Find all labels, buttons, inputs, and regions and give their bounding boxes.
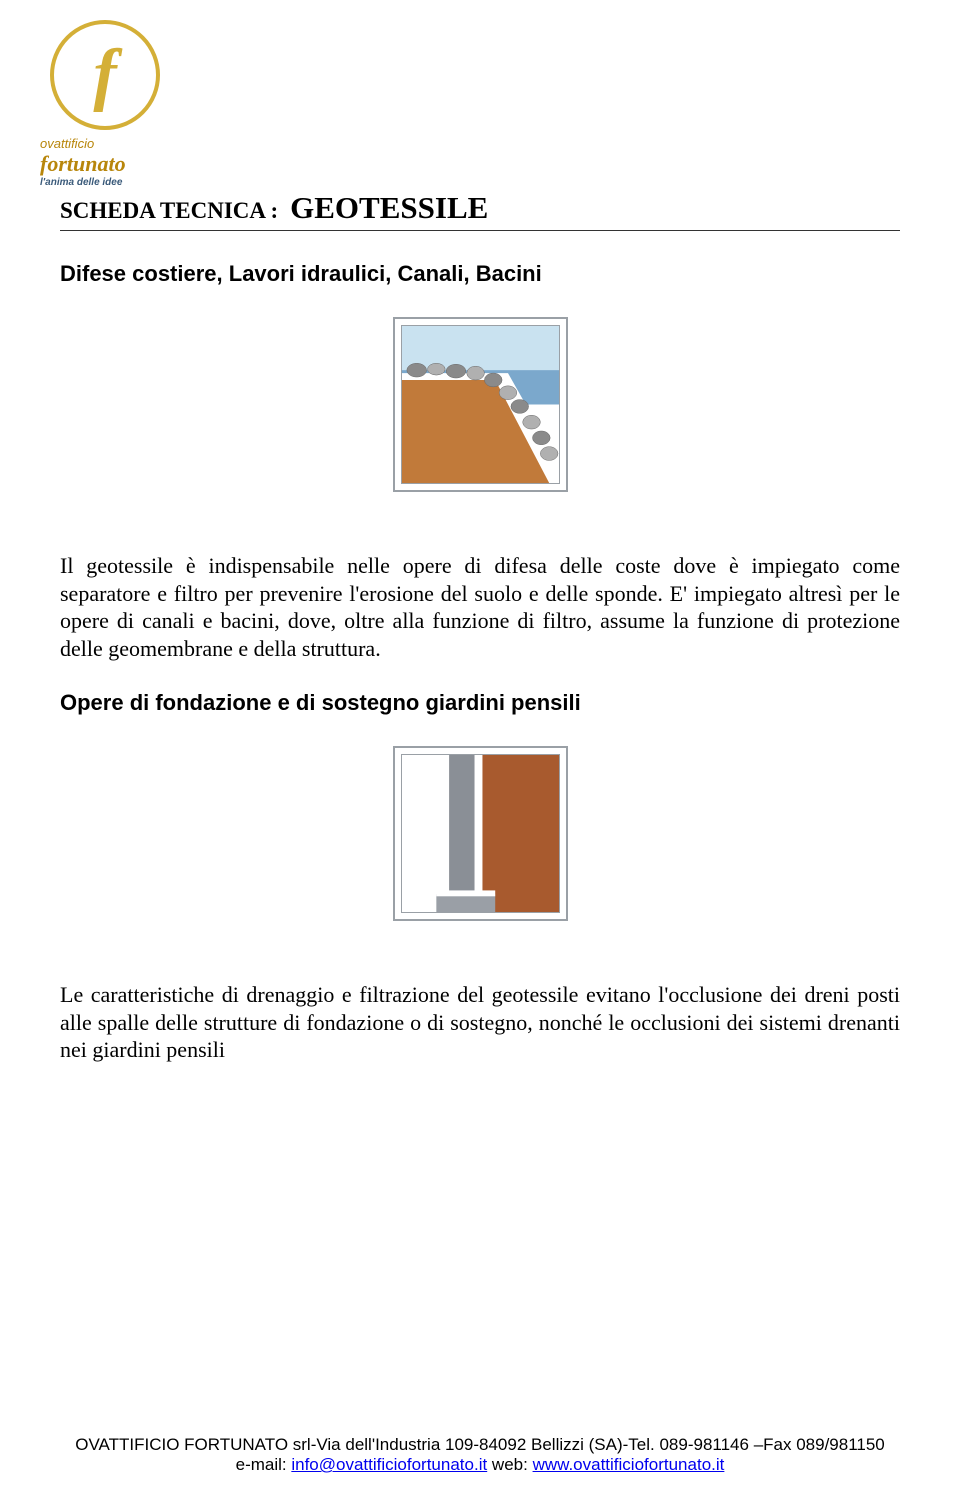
logo-tagline: l'anima delle idee [40,177,126,188]
company-logo: f ovattificio fortunato l'anima delle id… [30,20,900,190]
section1-illustration-frame [393,317,568,492]
footer-web-label: web: [487,1455,532,1474]
footer-address: OVATTIFICIO FORTUNATO srl-Via dell'Indus… [60,1435,900,1455]
logo-text-block: ovattificio fortunato l'anima delle idee [40,136,126,188]
footer-email-link[interactable]: info@ovattificiofortunato.it [291,1455,487,1474]
logo-line1: ovattificio [40,136,126,151]
section2-body: Le caratteristiche di drenaggio e filtra… [60,981,900,1064]
section2-illustration [401,754,560,913]
coastal-defense-icon [402,326,559,483]
page-title: SCHEDA TECNICA : GEOTESSILE [60,190,900,231]
section1-heading: Difese costiere, Lavori idraulici, Canal… [60,261,900,287]
foundation-wall-icon [402,755,559,912]
section2-heading: Opere di fondazione e di sostegno giardi… [60,690,900,716]
logo-mark: f [93,35,116,115]
section2-illustration-frame [393,746,568,921]
footer-contact: e-mail: info@ovattificiofortunato.it web… [60,1455,900,1475]
logo-line2: fortunato [40,151,126,177]
title-prefix: SCHEDA TECNICA : [60,198,278,224]
logo-circle: f [50,20,160,130]
footer-email-label: e-mail: [236,1455,292,1474]
section1-body: Il geotessile è indispensabile nelle ope… [60,552,900,662]
page-footer: OVATTIFICIO FORTUNATO srl-Via dell'Indus… [60,1435,900,1475]
section1-illustration [401,325,560,484]
title-main: GEOTESSILE [290,190,488,226]
footer-web-link[interactable]: www.ovattificiofortunato.it [533,1455,725,1474]
